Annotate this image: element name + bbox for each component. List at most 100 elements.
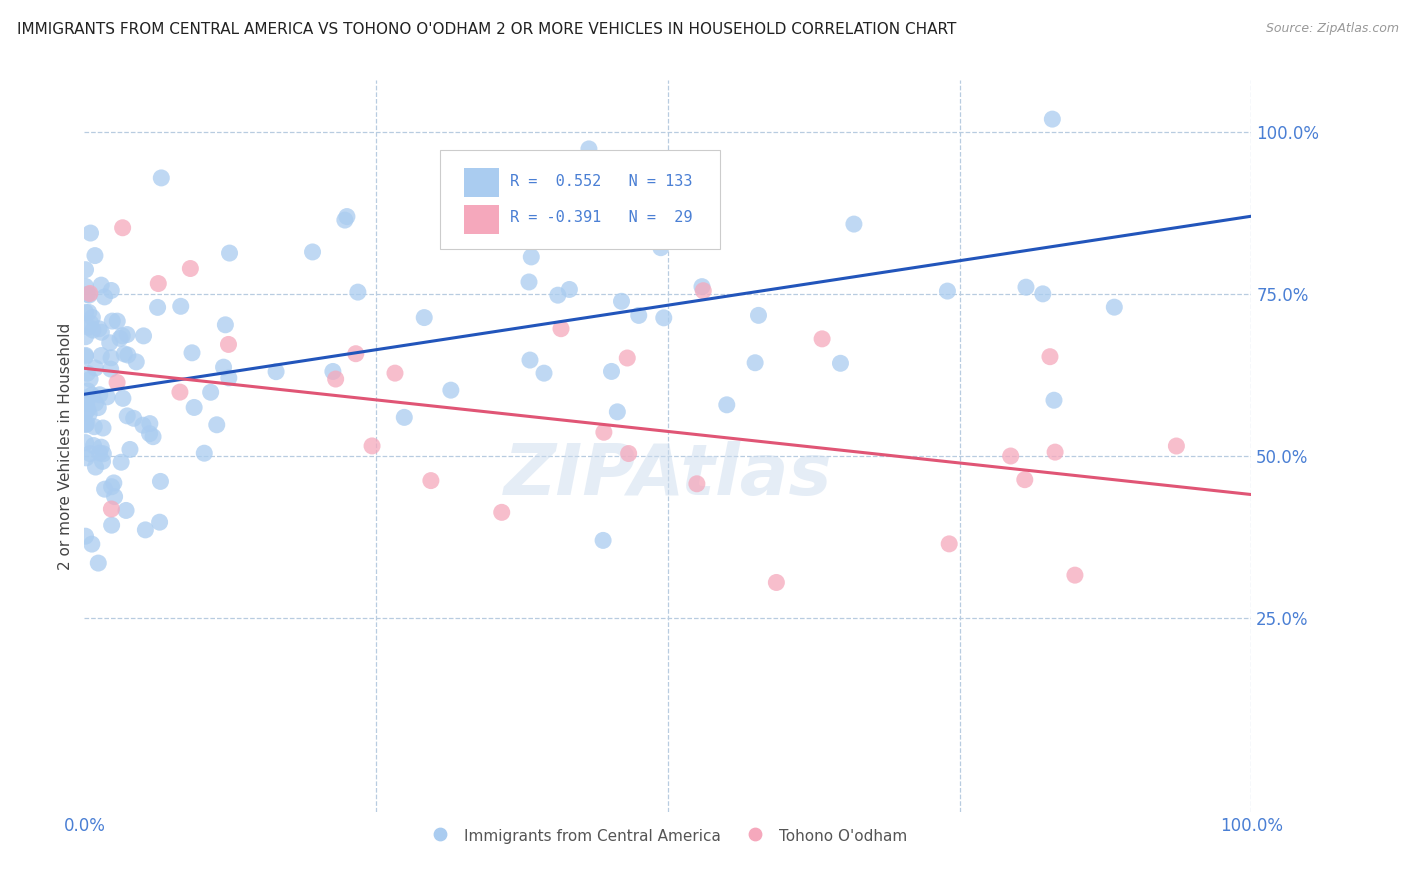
Point (1039, 350, 1062, 364)
Text: IMMIGRANTS FROM CENTRAL AMERICA VS TOHONO O'ODHAM 2 OR MORE VEHICLES IN HOUSEHOL: IMMIGRANTS FROM CENTRAL AMERICA VS TOHON… (17, 22, 956, 37)
Point (1000, 449, 1022, 463)
Point (75, 417, 97, 432)
Point (79, 446, 101, 460)
Point (205, 417, 228, 432)
Text: R = -0.391   N =  29: R = -0.391 N = 29 (510, 211, 693, 226)
Point (336, 210, 359, 224)
Point (419, 474, 441, 488)
Point (115, 327, 138, 342)
Point (652, 310, 675, 325)
Point (75, 348, 97, 362)
Point (76, 366, 98, 380)
Point (79, 286, 101, 301)
Point (84, 249, 107, 263)
Point (91, 447, 114, 461)
Point (148, 277, 170, 291)
Point (344, 347, 367, 361)
Point (75, 305, 97, 319)
Point (650, 241, 672, 255)
Point (384, 366, 406, 380)
Point (83, 419, 105, 434)
Point (75, 450, 97, 465)
Point (108, 331, 131, 345)
Point (149, 475, 172, 489)
Point (1104, 300, 1126, 314)
Point (93, 290, 115, 304)
Point (218, 337, 240, 351)
Point (91, 454, 114, 468)
Point (100, 480, 122, 494)
Point (110, 455, 132, 469)
Point (98, 335, 121, 350)
Point (690, 279, 713, 293)
Point (686, 476, 709, 491)
Point (616, 351, 638, 365)
Point (89, 388, 111, 402)
Point (83, 438, 105, 452)
Point (212, 360, 235, 375)
Point (79, 372, 101, 386)
Point (90, 278, 112, 293)
Point (91, 421, 114, 435)
Point (80, 316, 103, 330)
Point (765, 575, 787, 590)
Point (491, 155, 513, 169)
Point (93, 482, 115, 496)
Point (132, 418, 155, 433)
Text: R =  0.552   N = 133: R = 0.552 N = 133 (510, 174, 693, 189)
Point (80, 388, 103, 402)
Point (333, 213, 356, 227)
Legend: Immigrants from Central America, Tohono O'odham: Immigrants from Central America, Tohono … (423, 821, 912, 852)
Point (301, 244, 323, 259)
Point (84, 460, 107, 475)
Point (80, 537, 103, 551)
Point (440, 383, 463, 397)
Point (938, 537, 960, 551)
Point (90, 326, 112, 340)
Point (179, 261, 201, 276)
Point (592, 425, 614, 440)
Point (550, 322, 572, 336)
Point (183, 401, 205, 415)
Point (125, 355, 148, 369)
Point (84, 361, 107, 376)
Point (111, 220, 134, 235)
Point (181, 346, 204, 360)
Point (117, 348, 139, 362)
Point (100, 351, 122, 365)
Point (76, 396, 98, 410)
Point (87, 556, 110, 570)
Point (112, 347, 135, 361)
Point (413, 310, 436, 325)
Point (361, 439, 384, 453)
Point (75, 417, 97, 431)
Point (347, 285, 370, 299)
Point (75, 279, 97, 293)
Point (1064, 568, 1087, 582)
Point (75, 330, 97, 344)
Point (558, 283, 581, 297)
Point (1032, 286, 1054, 301)
Point (1043, 393, 1066, 408)
Point (578, 142, 600, 156)
Point (744, 356, 766, 370)
Point (1040, 112, 1063, 127)
Point (600, 364, 623, 378)
Point (936, 284, 959, 298)
Point (517, 275, 540, 289)
Point (520, 250, 543, 264)
Point (692, 284, 714, 298)
Point (394, 410, 416, 425)
Point (830, 356, 852, 370)
Point (79, 226, 101, 240)
Point (747, 309, 769, 323)
Point (75, 262, 97, 277)
Point (105, 314, 128, 328)
Point (325, 372, 347, 386)
Point (617, 446, 640, 460)
Point (716, 398, 738, 412)
Point (75, 391, 97, 405)
Point (146, 301, 169, 315)
Point (610, 294, 633, 309)
Point (100, 362, 122, 376)
